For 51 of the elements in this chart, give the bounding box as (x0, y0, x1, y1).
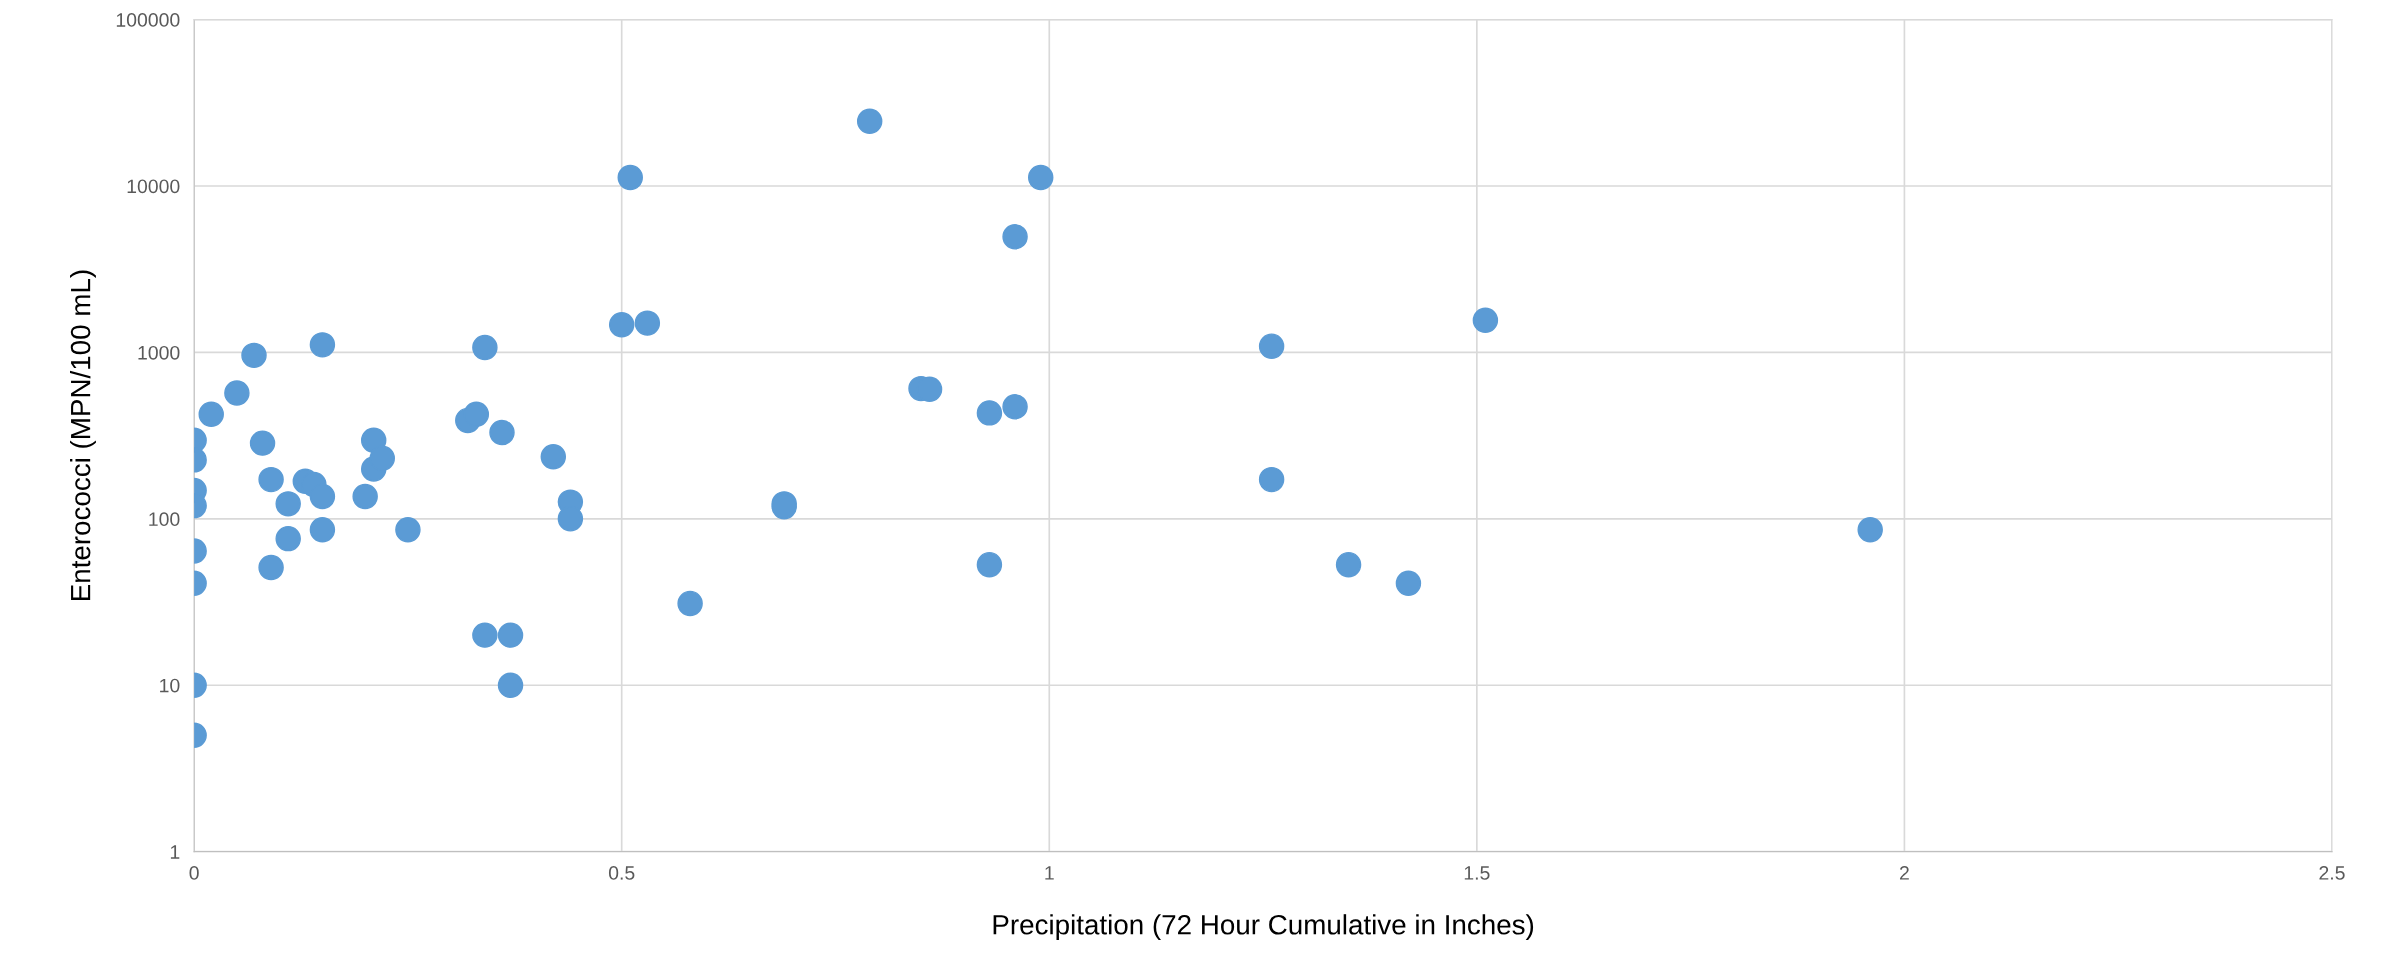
point (497, 672, 524, 698)
point (1027, 164, 1054, 191)
point (258, 554, 284, 581)
x-tick-label: 2 (1899, 866, 1909, 880)
point (677, 590, 703, 617)
point (309, 332, 336, 358)
y-axis-title: Enterococci (MPN/100 mL) (70, 270, 96, 601)
point (608, 312, 635, 338)
x-tick-label: 0 (189, 866, 199, 880)
point (634, 310, 661, 336)
y-tick-label: 100000 (116, 13, 180, 27)
y-tick-label: 100 (149, 512, 180, 527)
x-tick-label: 0.5 (608, 866, 635, 880)
point (1258, 466, 1285, 493)
point (258, 466, 284, 493)
point (224, 380, 250, 406)
point (309, 483, 336, 510)
point (198, 401, 224, 427)
point (617, 164, 643, 191)
point (275, 525, 301, 552)
point (472, 334, 498, 361)
y-tick-label: 10 (160, 678, 180, 693)
x-tick-label: 1.5 (1464, 866, 1490, 880)
point (1395, 570, 1422, 596)
point (1258, 333, 1285, 359)
x-tick-label: 1 (1045, 866, 1054, 880)
point (1857, 516, 1883, 543)
point (249, 430, 276, 456)
point (369, 445, 395, 472)
point (540, 444, 567, 470)
point (241, 342, 267, 369)
point (395, 516, 421, 543)
x-tick-label: 2.5 (2319, 866, 2345, 880)
x-axis-title: Precipitation (72 Hour Cumulative in Inches) (993, 914, 1534, 941)
point (309, 516, 336, 543)
y-tick-label: 1000 (138, 345, 180, 360)
point (489, 419, 515, 446)
point (275, 491, 301, 517)
y-tick-label: 10000 (127, 179, 180, 194)
point (1472, 307, 1499, 333)
point (352, 483, 378, 510)
point (472, 622, 498, 648)
point (463, 401, 490, 427)
y-tick-label: 1 (170, 845, 180, 859)
point (976, 551, 1003, 578)
point (497, 622, 524, 648)
point (1002, 394, 1028, 420)
point (856, 108, 883, 134)
point (1335, 551, 1362, 578)
point (976, 400, 1003, 426)
point (1002, 224, 1028, 250)
